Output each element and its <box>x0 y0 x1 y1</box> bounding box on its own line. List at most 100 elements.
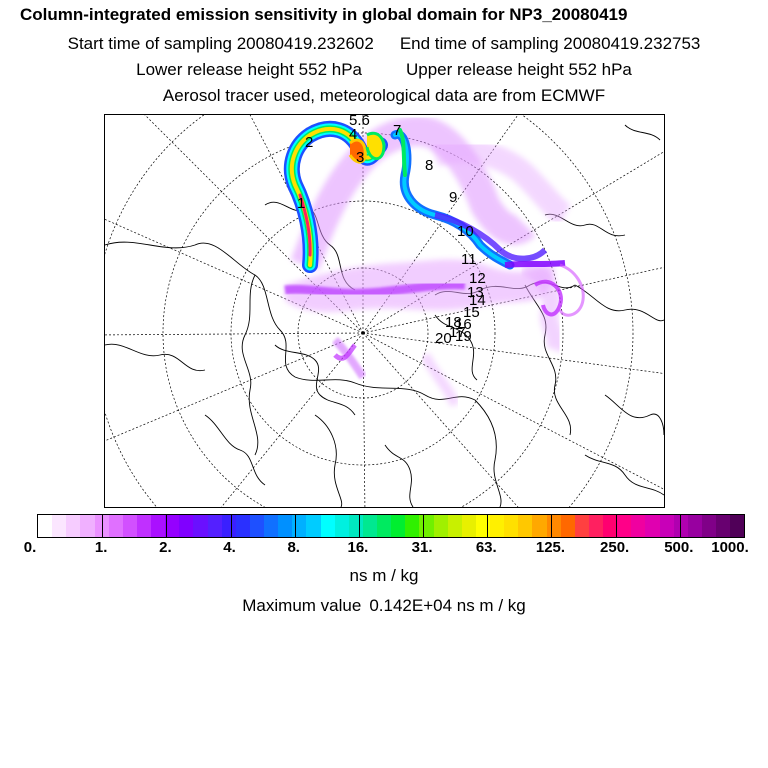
colorbar-swatch <box>221 515 236 537</box>
plot-title: Column-integrated emission sensitivity i… <box>20 5 628 24</box>
colorbar-swatch <box>532 515 547 537</box>
colorbar-swatch <box>433 515 448 537</box>
colorbar-swatch <box>207 515 222 537</box>
colorbar-divider <box>294 515 296 537</box>
sampling-times: Start time of sampling 20080419.232602 En… <box>0 34 768 54</box>
colorbar-labels: 0. 1. 2. 4. 8. 16. 31. 63. 125. 250. 500. 1000. <box>0 539 768 559</box>
tracer-info: Aerosol tracer used, meteorological data… <box>162 86 606 105</box>
traj-label: 12 <box>469 270 486 287</box>
colorbar-tick-label: 1000. <box>711 539 749 556</box>
colorbar-swatch <box>320 515 335 537</box>
colorbar-swatch <box>588 515 603 537</box>
colorbar-swatch <box>136 515 151 537</box>
colorbar-swatch <box>461 515 476 537</box>
colorbar-swatch <box>405 515 420 537</box>
maximum-value: Maximum value 0.142E+04 ns m / kg <box>0 596 768 616</box>
colorbar-swatch <box>348 515 363 537</box>
colorbar-swatch <box>475 515 490 537</box>
traj-label: 10 <box>457 223 474 240</box>
colorbar-swatch <box>687 515 702 537</box>
maximum-value-label: Maximum value <box>242 596 362 615</box>
colorbar-swatch <box>631 515 646 537</box>
traj-label: 4 <box>349 126 357 143</box>
map-canvas: 5.6 2 4 3 7 8 9 1 10 11 12 13 14 15 16 2… <box>105 115 664 507</box>
colorbar-swatch <box>574 515 589 537</box>
colorbar-tick-label: 2. <box>159 539 172 556</box>
colorbar-swatch <box>278 515 293 537</box>
end-time-label: End time of sampling 20080419.232753 <box>399 34 701 53</box>
colorbar-swatch <box>38 515 53 537</box>
traj-label: 20 <box>435 330 452 347</box>
colorbar-swatch <box>235 515 250 537</box>
graticule <box>105 115 664 507</box>
traj-label: 3 <box>356 149 364 166</box>
traj-label: 8 <box>425 157 433 174</box>
traj-label: 13 <box>467 284 484 301</box>
colorbar-swatch <box>362 515 377 537</box>
colorbar-swatch <box>603 515 618 537</box>
colorbar-swatch <box>659 515 674 537</box>
colorbar-swatch <box>151 515 166 537</box>
polar-map: 5.6 2 4 3 7 8 9 1 10 11 12 13 14 15 16 2… <box>104 114 665 508</box>
emission-field <box>283 116 585 407</box>
colorbar-tick-label: 0. <box>23 539 37 556</box>
traj-label: 14 <box>469 292 486 309</box>
traj-label: 2 <box>305 134 313 151</box>
colorbar-swatch <box>94 515 109 537</box>
traj-label: 1 <box>297 195 305 212</box>
colorbar-tick-label: 4. <box>223 539 236 556</box>
colorbar-swatch <box>701 515 716 537</box>
trajectory-labels: 5.6 2 4 3 7 8 9 1 10 11 12 13 14 15 16 2… <box>297 115 486 347</box>
colorbar-tick-label: 1. <box>94 539 108 556</box>
colorbar-swatch <box>66 515 81 537</box>
colorbar-swatch <box>377 515 392 537</box>
upper-release-label: Upper release height 552 hPa <box>406 60 632 79</box>
colorbar-swatch <box>645 515 660 537</box>
colorbar-divider <box>230 515 232 537</box>
colorbar-swatch <box>546 515 561 537</box>
colorbar-divider <box>423 515 425 537</box>
colorbar-tick-label: 31. <box>411 539 433 556</box>
colorbar <box>37 514 745 538</box>
maximum-value-number: 0.142E+04 ns m / kg <box>369 596 526 615</box>
colorbar-divider <box>358 515 360 537</box>
traj-label: 11 <box>461 251 477 268</box>
colorbar-swatch <box>391 515 406 537</box>
colorbar-swatch <box>334 515 349 537</box>
release-heights: Lower release height 552 hPa Upper releas… <box>0 60 768 80</box>
colorbar-swatch <box>80 515 95 537</box>
colorbar-divider <box>679 515 681 537</box>
colorbar-swatch <box>306 515 321 537</box>
colorbar-swatch <box>617 515 632 537</box>
colorbar-swatch <box>52 515 67 537</box>
colorbar-swatch <box>264 515 279 537</box>
colorbar-swatch <box>490 515 505 537</box>
colorbar-swatch <box>249 515 264 537</box>
traj-label: 18 <box>445 314 462 331</box>
traj-label: 5.6 <box>349 115 370 129</box>
traj-label: 16 <box>455 316 472 333</box>
colorbar-tick-label: 8. <box>287 539 300 556</box>
colorbar-swatch <box>122 515 137 537</box>
colorbar-swatch <box>165 515 180 537</box>
colorbar-swatch <box>560 515 575 537</box>
colorbar-tick-label: 500. <box>664 539 694 556</box>
colorbar-tick-label: 250. <box>600 539 630 556</box>
colorbar-divider <box>102 515 104 537</box>
colorbar-swatch <box>730 515 745 537</box>
colorbar-tick-label: 63. <box>475 539 497 556</box>
colorbar-swatch <box>447 515 462 537</box>
colorbar-swatch <box>419 515 434 537</box>
colorbar-swatch <box>108 515 123 537</box>
colorbar-swatch <box>193 515 208 537</box>
colorbar-swatch <box>179 515 194 537</box>
lower-release-label: Lower release height 552 hPa <box>136 60 362 79</box>
traj-label: 17 <box>449 324 466 341</box>
start-time-label: Start time of sampling 20080419.232602 <box>67 34 374 53</box>
coastlines <box>105 124 664 507</box>
colorbar-swatch <box>292 515 307 537</box>
traj-label: 9 <box>449 189 457 206</box>
colorbar-tick-label: 16. <box>347 539 369 556</box>
colorbar-swatch <box>518 515 533 537</box>
colorbar-divider <box>166 515 168 537</box>
